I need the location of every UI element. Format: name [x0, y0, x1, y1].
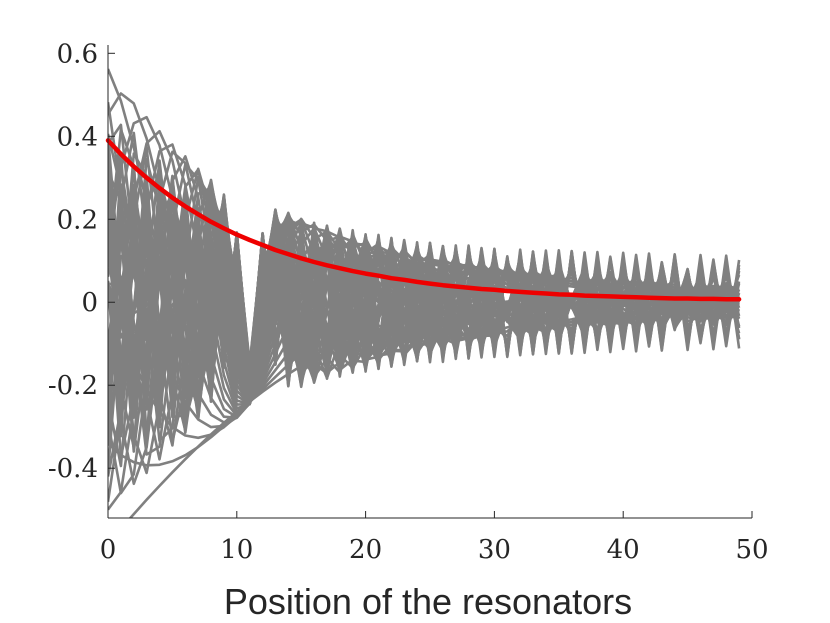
mode-curves — [108, 68, 741, 518]
y-tick-label--0.2: -0.2 — [48, 371, 98, 401]
x-tick-label-50: 50 — [735, 535, 768, 565]
x-tick-label-0: 0 — [100, 535, 117, 565]
y-tick-label--0.4: -0.4 — [48, 454, 98, 484]
x-axis-title: Position of the resonators — [224, 581, 632, 622]
envelope-curve-group — [105, 138, 742, 302]
axes: 0 10 20 30 40 50 -0.4 -0.2 0 0.2 0.4 0.6 — [48, 39, 769, 565]
x-tick-label-10: 10 — [220, 535, 253, 565]
mode-curve-45 — [108, 92, 740, 420]
y-tick-label-0.4: 0.4 — [57, 122, 98, 152]
x-tick-label-20: 20 — [349, 535, 382, 565]
mode-curve-47 — [108, 133, 740, 429]
mode-curve-42 — [108, 143, 740, 502]
x-tick-label-40: 40 — [607, 535, 640, 565]
mode-curve-37 — [108, 102, 740, 456]
x-tick-label-30: 30 — [478, 535, 511, 565]
mode-curve-46 — [108, 68, 740, 424]
y-tick-label-0.2: 0.2 — [57, 205, 98, 235]
y-tick-label-0.6: 0.6 — [57, 39, 98, 69]
y-tick-label-0: 0 — [81, 288, 98, 318]
envelope-curve — [105, 138, 742, 302]
mode-curve-44 — [108, 115, 740, 419]
